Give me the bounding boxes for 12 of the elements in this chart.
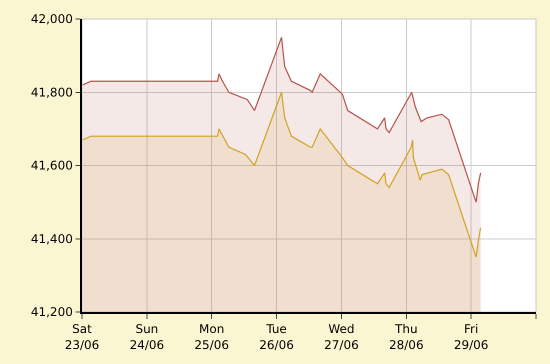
x-tick-label: Wed 27/06 — [324, 322, 359, 352]
x-tick-label: Sat 23/06 — [64, 322, 100, 352]
y-tick-label: 42,000 — [30, 12, 73, 26]
x-tick-label: Thu 28/06 — [388, 322, 424, 352]
y-tick-label: 41,600 — [30, 158, 73, 173]
y-tick-label: 41,400 — [30, 232, 73, 246]
y-tick-label: 41,800 — [30, 85, 73, 100]
x-tick-label: Fri 29/06 — [454, 322, 488, 352]
x-tick-label: Sun 24/06 — [130, 322, 164, 352]
y-tick-label: 41,200 — [30, 305, 73, 320]
x-tick-label: Tue 26/06 — [259, 322, 294, 352]
x-tick-label: Mon 25/06 — [194, 322, 230, 352]
